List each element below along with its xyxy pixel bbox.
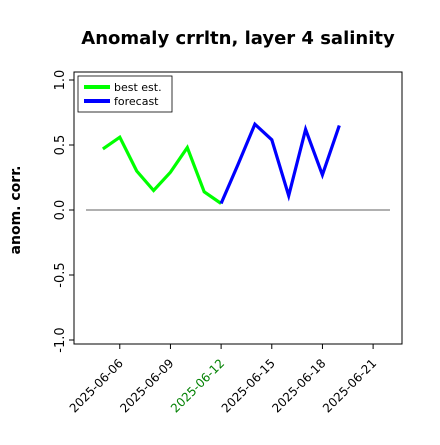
legend: best est. forecast xyxy=(78,76,172,112)
y-tick-label: 0.5 xyxy=(53,135,68,156)
y-tick-label: 1.0 xyxy=(53,70,68,91)
legend-label-best-est: best est. xyxy=(114,81,162,94)
y-tick-label: -1.0 xyxy=(53,327,68,352)
y-axis-label: anom. corr. xyxy=(8,166,24,255)
y-tick-label: -0.5 xyxy=(53,262,68,287)
legend-label-forecast: forecast xyxy=(114,95,159,108)
chart-title: Anomaly crrltn, layer 4 salinity xyxy=(81,28,395,49)
y-tick-label: 0.0 xyxy=(53,200,68,221)
